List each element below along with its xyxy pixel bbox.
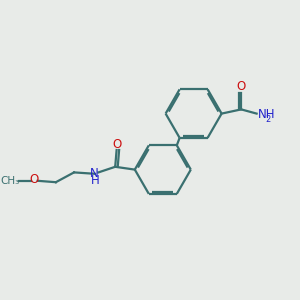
Text: 2: 2 — [266, 115, 271, 124]
Text: H: H — [91, 174, 100, 187]
Text: O: O — [237, 80, 246, 94]
Text: CH₃: CH₃ — [1, 176, 20, 186]
Text: N: N — [90, 167, 98, 180]
Text: O: O — [112, 138, 121, 151]
Text: O: O — [30, 173, 39, 187]
Text: NH: NH — [258, 109, 275, 122]
